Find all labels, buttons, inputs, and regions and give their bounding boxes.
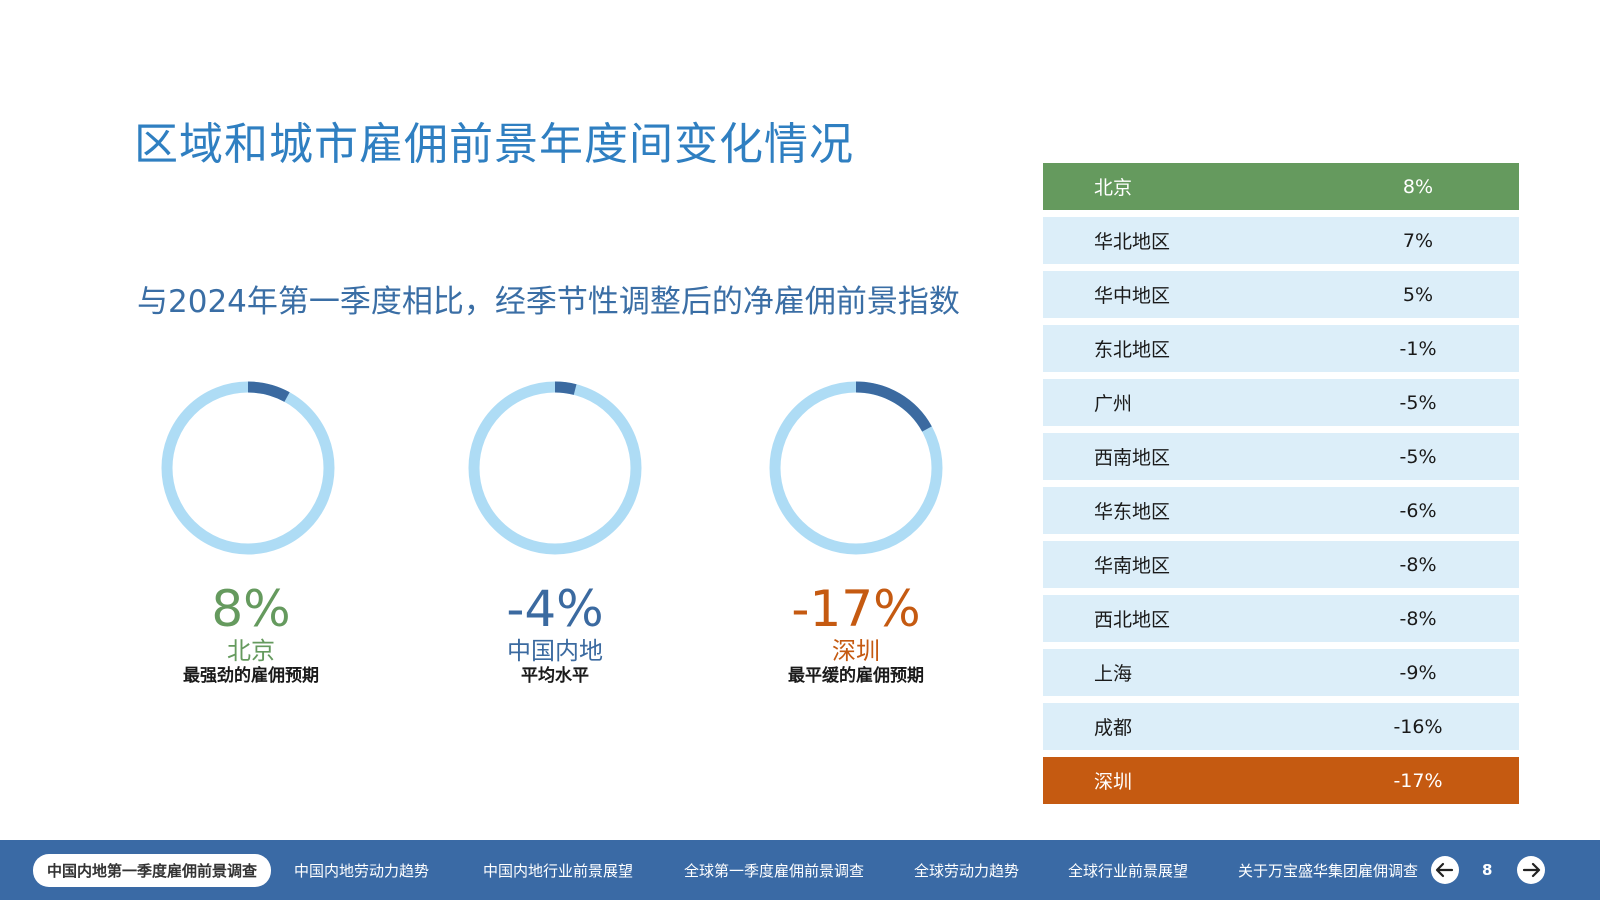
donut-beijing [158, 378, 338, 558]
stat-desc: 平均水平 [521, 666, 589, 686]
donut-arc [554, 381, 577, 395]
row-pct: 8% [1402, 175, 1434, 198]
row-name: 上海 [1094, 663, 1133, 685]
donut-chart [161, 381, 335, 555]
page-number: 8 [1482, 861, 1493, 879]
page-title: 区域和城市雇佣前景年度间变化情况 [134, 119, 854, 170]
table-row: 西北地区 -8% [1043, 595, 1519, 642]
row-name: 华东地区 [1094, 501, 1171, 523]
table-row: 北京 8% [1043, 163, 1519, 210]
stat-shenzhen: -17% 深圳 最平缓的雇佣预期 [736, 583, 976, 687]
table-row: 成都 -16% [1043, 703, 1519, 750]
nav-item-global-labor[interactable]: 全球劳动力趋势 [914, 862, 1020, 880]
row-pct: -6% [1399, 499, 1437, 522]
table-row: 华东地区 -6% [1043, 487, 1519, 534]
stat-city: 中国内地 [507, 637, 603, 665]
stat-beijing: 8% 北京 最强劲的雇佣预期 [131, 583, 371, 687]
arrow-left-icon[interactable] [1430, 855, 1460, 885]
stat-value: -17% [791, 580, 921, 638]
row-pct: -9% [1399, 661, 1437, 684]
donut-ring [468, 381, 642, 555]
row-pct: -16% [1393, 715, 1443, 738]
row-pct: -8% [1399, 607, 1437, 630]
row-pct: -5% [1399, 391, 1437, 414]
row-pct: 7% [1402, 229, 1434, 252]
table-row: 广州 -5% [1043, 379, 1519, 426]
donut-ring [161, 381, 335, 555]
donut-chart [769, 381, 943, 555]
stat-city: 深圳 [832, 637, 880, 665]
table-row: 华北地区 7% [1043, 217, 1519, 264]
row-pct: -8% [1399, 553, 1437, 576]
stat-value: 8% [211, 580, 291, 638]
nav-item-global-industry[interactable]: 全球行业前景展望 [1068, 862, 1189, 880]
row-name: 华南地区 [1094, 555, 1171, 577]
row-name: 广州 [1094, 393, 1133, 415]
stat-desc: 最强劲的雇佣预期 [183, 666, 319, 686]
table-row: 上海 -9% [1043, 649, 1519, 696]
row-name: 北京 [1094, 177, 1133, 199]
donut-arc [247, 381, 290, 402]
row-pct: -17% [1393, 769, 1443, 792]
row-name: 成都 [1094, 717, 1133, 739]
row-name: 华中地区 [1094, 285, 1171, 307]
table-row: 华中地区 5% [1043, 271, 1519, 318]
table-row: 深圳 -17% [1043, 757, 1519, 804]
donut-arc [855, 381, 932, 432]
row-name: 华北地区 [1094, 231, 1171, 253]
arrow-right-icon[interactable] [1516, 855, 1546, 885]
city-ranking-table: 北京 8% 华北地区 7% 华中地区 5% 东北地区 -1% 广州 -5% 西南地区 -5%… [1043, 163, 1519, 811]
page-subtitle: 与2024年第一季度相比，经季节性调整后的净雇佣前景指数 [137, 284, 960, 320]
row-pct: 5% [1402, 283, 1434, 306]
stat-city: 北京 [227, 637, 275, 665]
row-name: 西北地区 [1094, 609, 1171, 631]
nav-item-q1-survey[interactable]: 中国内地第一季度雇佣前景调查 [33, 854, 272, 887]
table-row: 西南地区 -5% [1043, 433, 1519, 480]
nav-item-global-survey[interactable]: 全球第一季度雇佣前景调查 [684, 862, 865, 880]
nav-item-labor-trends[interactable]: 中国内地劳动力趋势 [294, 862, 430, 880]
bottom-nav: 中国内地第一季度雇佣前景调查 中国内地劳动力趋势 中国内地行业前景展望 全球第一… [0, 840, 1600, 900]
donut-chart [468, 381, 642, 555]
row-pct: -5% [1399, 445, 1437, 468]
stat-value: -4% [506, 580, 604, 638]
nav-item-industry-outlook[interactable]: 中国内地行业前景展望 [483, 862, 634, 880]
donut-shenzhen [766, 378, 946, 558]
table-row: 东北地区 -1% [1043, 325, 1519, 372]
row-name: 东北地区 [1094, 339, 1171, 361]
donut-mainland [465, 378, 645, 558]
row-pct: -1% [1399, 337, 1437, 360]
nav-item-about[interactable]: 关于万宝盛华集团雇佣调查 [1238, 862, 1419, 880]
table-row: 华南地区 -8% [1043, 541, 1519, 588]
row-name: 西南地区 [1094, 447, 1171, 469]
stat-mainland: -4% 中国内地 平均水平 [435, 583, 675, 687]
row-name: 深圳 [1094, 771, 1133, 793]
stat-desc: 最平缓的雇佣预期 [788, 666, 924, 686]
